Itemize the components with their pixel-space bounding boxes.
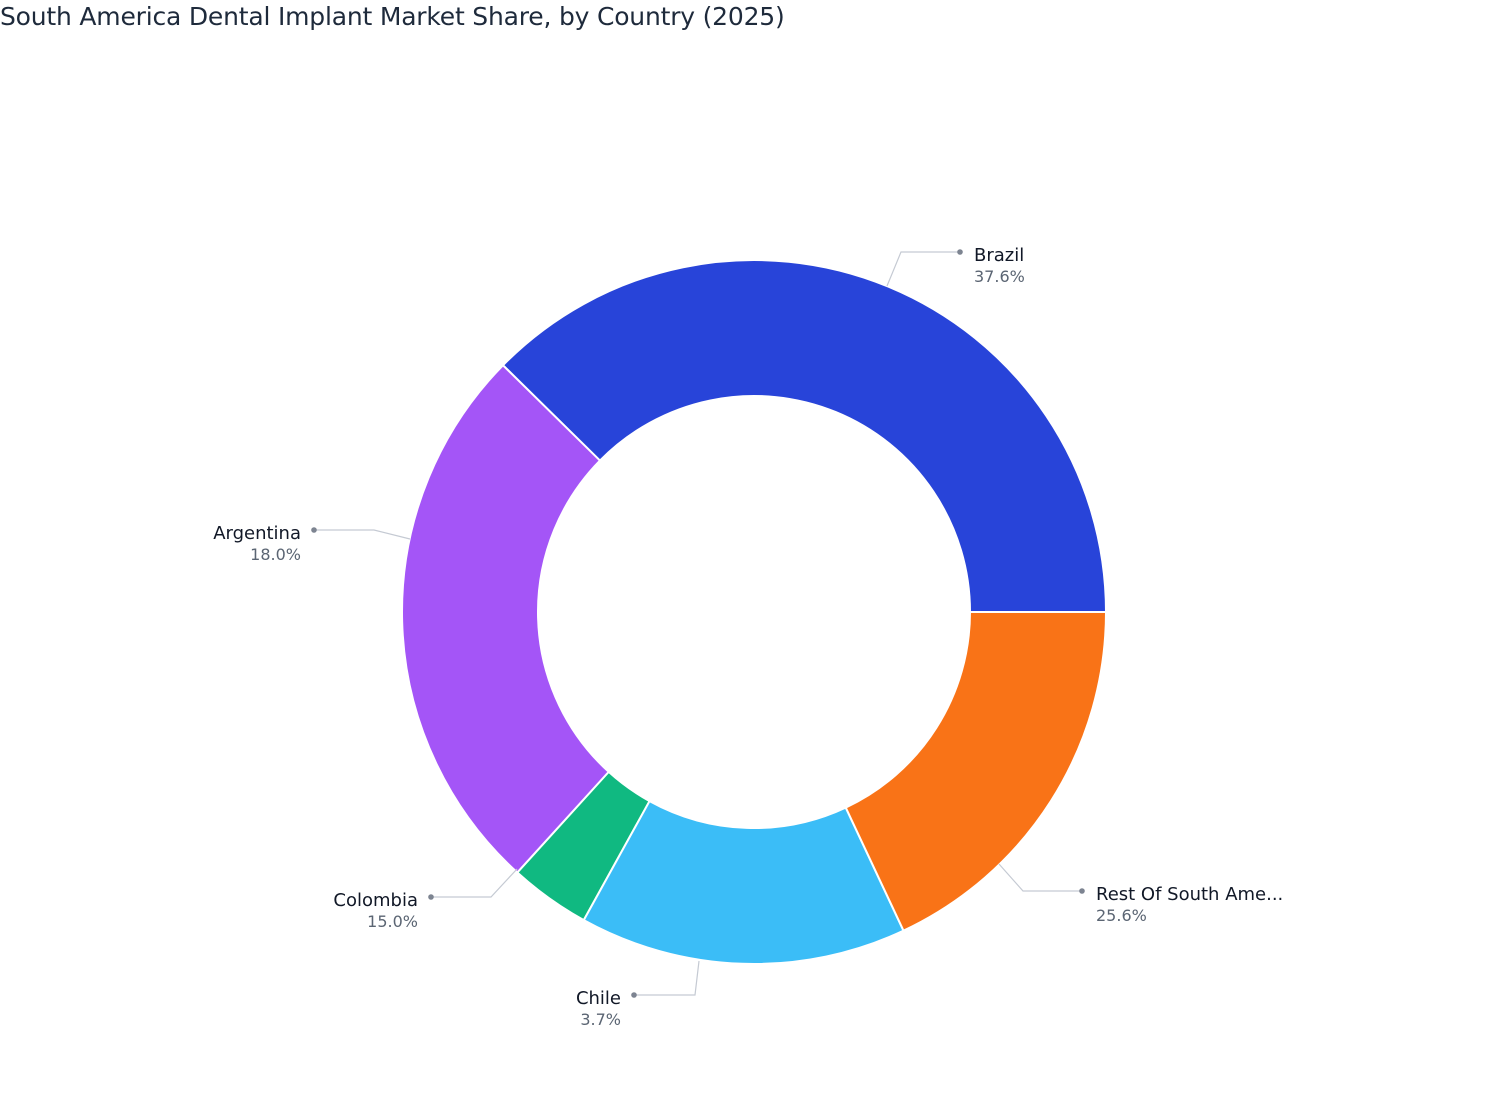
donut-slices <box>401 259 1108 965</box>
slice-value-label: 15.0% <box>367 912 418 931</box>
slice-label: Brazil <box>974 245 1024 266</box>
slice-value-label: 18.0% <box>250 545 301 564</box>
leader-line <box>634 960 700 996</box>
slice-label: Chile <box>576 988 621 1009</box>
leader-line <box>886 251 960 287</box>
leader-dot <box>957 249 963 255</box>
leader-line <box>431 868 518 898</box>
leader-line <box>314 529 411 540</box>
leader-lines <box>311 249 1085 998</box>
slice-colombia[interactable] <box>582 799 905 965</box>
leader-dot <box>631 992 637 998</box>
slice-argentina[interactable] <box>844 611 1108 933</box>
slice-label: Rest Of South Ame... <box>1096 884 1283 905</box>
chart-title: South America Dental Implant Market Shar… <box>0 2 785 31</box>
slice-value-label: 3.7% <box>580 1010 621 1029</box>
slice-value-label: 25.6% <box>1096 906 1147 925</box>
slice-brazil[interactable] <box>501 259 1108 613</box>
slice-label: Argentina <box>213 523 301 544</box>
slice-label: Colombia <box>333 890 418 911</box>
slice-value-label: 37.6% <box>974 267 1025 286</box>
leader-dot <box>428 894 434 900</box>
leader-line <box>998 863 1082 892</box>
slice-rest-of-south-america[interactable] <box>401 363 611 874</box>
leader-dot <box>1079 888 1085 894</box>
leader-dot <box>311 527 317 533</box>
